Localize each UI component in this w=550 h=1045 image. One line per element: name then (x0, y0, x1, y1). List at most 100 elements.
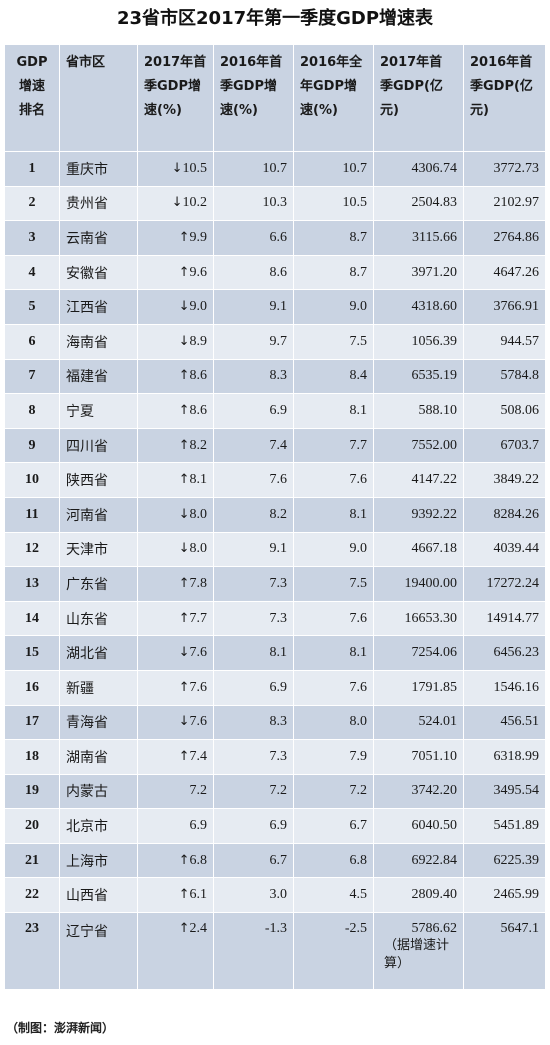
growth-2016q1-cell: 6.6 (213, 220, 294, 256)
gdp-value: 2504.83 (411, 195, 458, 211)
growth-2016q1-cell: 9.1 (213, 531, 294, 568)
growth-2016q1-cell: 7.6 (213, 462, 294, 498)
arrow-up-icon: ↑ (178, 437, 190, 453)
gdp-2016q1-cell: 6225.39 (463, 842, 546, 879)
growth-2016-cell: 7.7 (293, 427, 374, 464)
rank-cell: 3 (4, 220, 60, 256)
gdp-2017q1-cell: 2504.83 (373, 185, 464, 222)
gdp-2017q1-cell: 4318.60 (373, 289, 464, 325)
growth-2016q1-cell: 6.9 (213, 393, 294, 429)
growth-2017q1-cell: ↓8.0 (137, 496, 214, 533)
gdp-value: 1791.85 (411, 679, 458, 695)
gdp-2017q1-cell: 6922.84 (373, 842, 464, 879)
gdp-2017q1-cell: 588.10 (373, 393, 464, 429)
gdp-value: 4318.60 (411, 299, 458, 315)
growth-2016q1-cell: 10.7 (213, 151, 294, 187)
growth-value: 7.7 (189, 610, 208, 626)
growth-2016q1-cell: 10.3 (213, 185, 294, 222)
rank-cell: 2 (4, 185, 60, 222)
growth-value: 7.6 (189, 714, 208, 730)
region-cell: 陕西省 (59, 462, 138, 498)
gdp-value: 3742.20 (411, 783, 458, 799)
table-row: 2 贵州省 ↓10.2 10.3 10.5 2504.83 2102.97 (4, 185, 546, 222)
rank-cell: 8 (4, 393, 60, 429)
arrow-up-icon: ↑ (178, 229, 190, 245)
growth-value: 8.9 (189, 333, 208, 349)
arrow-up-icon: ↑ (178, 748, 190, 764)
growth-2016q1-cell: 8.1 (213, 635, 294, 671)
header-gdp-2016q1: 2016年首 季GDP(亿 元) (463, 44, 546, 152)
region-cell: 云南省 (59, 220, 138, 256)
table-row: 6 海南省 ↓8.9 9.7 7.5 1056.39 944.57 (4, 323, 546, 360)
growth-2016q1-cell: -1.3 (213, 912, 294, 991)
gdp-2016q1-cell: 14914.77 (463, 600, 546, 637)
growth-2017q1-cell: ↓8.9 (137, 323, 214, 360)
gdp-2016q1-cell: 6318.99 (463, 739, 546, 775)
growth-value: 9.6 (189, 264, 208, 280)
growth-2016-cell: 7.9 (293, 739, 374, 775)
gdp-2017q1-cell: 16653.30 (373, 600, 464, 637)
table-body: 1 重庆市 ↓10.5 10.7 10.7 4306.74 3772.73 2 贵州省 ↓10.2… (4, 151, 546, 991)
growth-2017q1-cell: ↑8.2 (137, 427, 214, 464)
table-row: 5 江西省 ↓9.0 9.1 9.0 4318.60 3766.91 (4, 289, 546, 325)
gdp-2016q1-cell: 5784.8 (463, 358, 546, 395)
region-cell: 辽宁省 (59, 912, 138, 991)
growth-2016-cell: 6.8 (293, 842, 374, 879)
growth-2016q1-cell: 6.7 (213, 842, 294, 879)
gdp-2017q1-cell: 3115.66 (373, 220, 464, 256)
table-row: 13 广东省 ↑7.8 7.3 7.5 19400.00 17272.24 (4, 566, 546, 602)
gdp-value: 4306.74 (411, 160, 458, 176)
growth-2016-cell: 7.5 (293, 323, 374, 360)
arrow-up-icon: ↑ (178, 368, 190, 384)
table-row: 9 四川省 ↑8.2 7.4 7.7 7552.00 6703.7 (4, 427, 546, 464)
region-cell: 重庆市 (59, 151, 138, 187)
gdp-value: 19400.00 (404, 575, 458, 591)
growth-value: 9.0 (189, 299, 208, 315)
rank-cell: 9 (4, 427, 60, 464)
arrow-down-icon: ↓ (178, 645, 190, 661)
header-gdp-2017q1: 2017年首 季GDP(亿 元) (373, 44, 464, 152)
rank-cell: 19 (4, 773, 60, 810)
growth-2016q1-cell: 7.3 (213, 600, 294, 637)
gdp-value: 6535.19 (411, 368, 458, 384)
gdp-2017q1-cell: 6040.50 (373, 808, 464, 844)
arrow-down-icon: ↓ (178, 714, 190, 730)
growth-2016-cell: -2.5 (293, 912, 374, 991)
growth-2016q1-cell: 8.3 (213, 358, 294, 395)
growth-2016-cell: 8.1 (293, 393, 374, 429)
region-cell: 青海省 (59, 704, 138, 741)
growth-2016-cell: 8.7 (293, 220, 374, 256)
table-row: 17 青海省 ↓7.6 8.3 8.0 524.01 456.51 (4, 704, 546, 741)
growth-2016q1-cell: 7.3 (213, 739, 294, 775)
growth-value: 6.1 (189, 887, 208, 903)
growth-2016q1-cell: 9.7 (213, 323, 294, 360)
gdp-value: 524.01 (418, 714, 458, 730)
gdp-growth-table: GDP 增速 排名 省市区 2017年首 季GDP增 速(%) 2016年首 季… (4, 44, 546, 991)
region-cell: 湖北省 (59, 635, 138, 671)
gdp-2016q1-cell: 6456.23 (463, 635, 546, 671)
gdp-value: 3971.20 (411, 264, 458, 280)
growth-2016q1-cell: 7.3 (213, 566, 294, 602)
growth-2016q1-cell: 7.2 (213, 773, 294, 810)
table-row: 11 河南省 ↓8.0 8.2 8.1 9392.22 8284.26 (4, 496, 546, 533)
growth-2017q1-cell: ↓7.6 (137, 704, 214, 741)
gdp-value: 4147.22 (411, 472, 458, 488)
gdp-2017q1-cell: 4147.22 (373, 462, 464, 498)
gdp-2016q1-cell: 17272.24 (463, 566, 546, 602)
growth-value: 8.0 (189, 541, 208, 557)
credit-text: （制图：澎湃新闻） (6, 1021, 115, 1035)
growth-value: 8.1 (189, 472, 208, 488)
gdp-value: 6040.50 (411, 818, 458, 834)
growth-2016q1-cell: 6.9 (213, 669, 294, 706)
growth-value: 7.6 (189, 645, 208, 661)
growth-2016q1-cell: 7.4 (213, 427, 294, 464)
growth-value: 7.6 (189, 679, 208, 695)
header-region: 省市区 (59, 44, 138, 152)
growth-2016-cell: 10.5 (293, 185, 374, 222)
header-growth-2016q1: 2016年首 季GDP增 速(%) (213, 44, 294, 152)
gdp-value: 1056.39 (411, 333, 458, 349)
rank-cell: 23 (4, 912, 60, 991)
growth-2016-cell: 8.4 (293, 358, 374, 395)
table-row: 1 重庆市 ↓10.5 10.7 10.7 4306.74 3772.73 (4, 151, 546, 187)
growth-2016-cell: 8.7 (293, 254, 374, 291)
